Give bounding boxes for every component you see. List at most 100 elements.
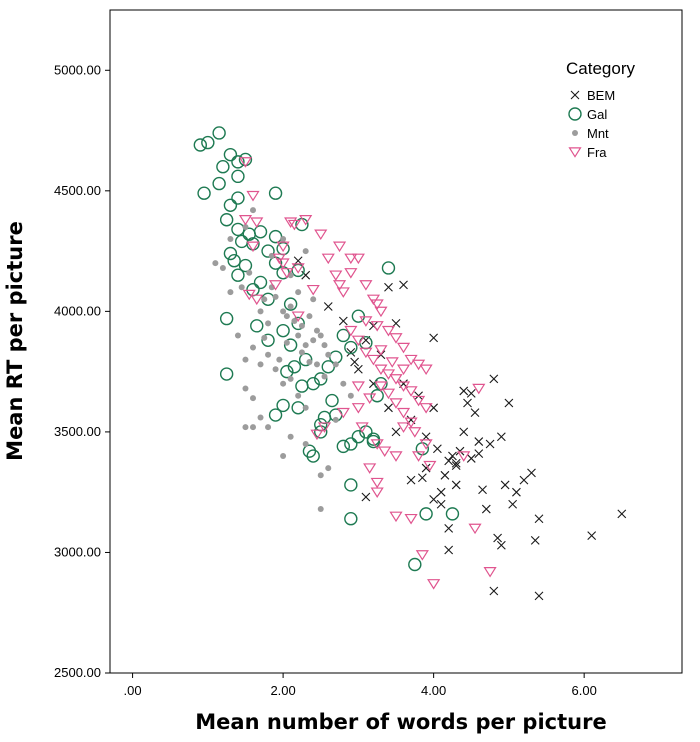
point-bem bbox=[534, 591, 544, 601]
point-fra bbox=[370, 321, 384, 332]
y-tick-label: 3000.00 bbox=[54, 544, 101, 559]
point-mnt bbox=[227, 289, 234, 296]
legend-marker-mnt bbox=[572, 130, 578, 136]
point-fra bbox=[299, 215, 313, 226]
point-bem bbox=[500, 480, 510, 490]
point-fra bbox=[472, 383, 486, 395]
point-bem bbox=[399, 280, 408, 290]
point-fra bbox=[404, 513, 418, 525]
point-gal bbox=[302, 444, 317, 458]
legend-label-mnt: Mnt bbox=[587, 126, 609, 141]
point-fra bbox=[427, 579, 441, 590]
point-mnt bbox=[257, 361, 264, 368]
point-bem bbox=[421, 463, 431, 473]
point-gal bbox=[201, 135, 215, 150]
point-mnt bbox=[238, 284, 245, 291]
point-bem bbox=[496, 540, 506, 550]
y-axis-title: Mean RT per picture bbox=[3, 221, 27, 461]
point-bem bbox=[489, 374, 499, 384]
point-gal bbox=[445, 507, 460, 521]
x-axis-title: Mean number of words per picture bbox=[195, 710, 606, 734]
point-bem bbox=[429, 495, 439, 504]
point-bem bbox=[436, 499, 446, 509]
point-mnt bbox=[306, 313, 313, 320]
data-points bbox=[193, 126, 627, 601]
point-mnt bbox=[261, 296, 268, 303]
point-mnt bbox=[332, 361, 339, 368]
point-gal bbox=[295, 379, 309, 393]
point-gal bbox=[351, 309, 366, 323]
point-fra bbox=[314, 229, 328, 241]
point-mnt bbox=[313, 327, 320, 334]
point-fra bbox=[291, 311, 305, 322]
point-fra bbox=[363, 393, 377, 404]
point-fra bbox=[284, 217, 298, 228]
y-tick-label: 5000.00 bbox=[54, 62, 101, 77]
point-gal bbox=[219, 367, 234, 381]
point-mnt bbox=[280, 236, 287, 243]
point-fra bbox=[332, 241, 347, 253]
point-bem bbox=[384, 403, 393, 413]
point-bem bbox=[504, 398, 514, 408]
point-fra bbox=[332, 280, 347, 291]
point-gal bbox=[268, 186, 283, 200]
point-mnt bbox=[257, 308, 264, 315]
point-mnt bbox=[306, 358, 313, 365]
point-gal bbox=[197, 186, 211, 200]
point-fra bbox=[359, 280, 373, 291]
point-mnt bbox=[265, 424, 272, 431]
point-bem bbox=[534, 514, 544, 524]
point-fra bbox=[280, 268, 294, 279]
point-fra bbox=[238, 157, 253, 168]
point-gal bbox=[306, 449, 320, 463]
point-fra bbox=[404, 386, 418, 397]
point-mnt bbox=[310, 296, 317, 303]
point-bem bbox=[489, 586, 499, 596]
point-bem bbox=[474, 449, 484, 458]
point-gal bbox=[231, 169, 245, 184]
point-mnt bbox=[295, 289, 302, 296]
point-gal bbox=[231, 155, 245, 169]
point-mnt bbox=[347, 392, 354, 399]
point-fra bbox=[344, 253, 358, 265]
point-gal bbox=[276, 398, 290, 413]
point-mnt bbox=[295, 332, 302, 339]
point-mnt bbox=[250, 344, 256, 351]
point-bem bbox=[417, 473, 427, 483]
point-gal bbox=[276, 323, 290, 338]
point-fra bbox=[374, 381, 388, 392]
point-bem bbox=[414, 391, 423, 401]
y-tick-label: 2500.00 bbox=[54, 665, 101, 680]
point-bem bbox=[617, 509, 627, 519]
point-fra bbox=[363, 463, 377, 474]
point-gal bbox=[314, 372, 328, 386]
point-fra bbox=[423, 460, 437, 472]
point-gal bbox=[223, 246, 238, 261]
point-mnt bbox=[257, 414, 264, 421]
point-fra bbox=[359, 316, 373, 327]
point-fra bbox=[408, 427, 422, 438]
point-mnt bbox=[302, 248, 309, 255]
point-gal bbox=[231, 191, 245, 205]
point-mnt bbox=[302, 404, 309, 411]
point-bem bbox=[429, 333, 439, 343]
point-gal bbox=[193, 138, 208, 152]
point-gal bbox=[231, 268, 245, 282]
point-mnt bbox=[340, 380, 347, 387]
point-bem bbox=[587, 531, 597, 540]
point-bem bbox=[361, 492, 371, 502]
point-fra bbox=[351, 403, 365, 414]
point-mnt bbox=[265, 351, 272, 358]
point-mnt bbox=[317, 472, 324, 479]
legend-label-bem: BEM bbox=[587, 88, 615, 103]
point-gal bbox=[344, 437, 358, 451]
point-bem bbox=[444, 456, 454, 466]
legend-marker-bem bbox=[570, 90, 580, 100]
point-fra bbox=[468, 523, 482, 535]
point-fra bbox=[385, 357, 399, 368]
point-gal bbox=[238, 258, 253, 273]
point-gal bbox=[223, 198, 238, 212]
point-gal bbox=[250, 319, 264, 333]
point-bem bbox=[466, 388, 476, 398]
